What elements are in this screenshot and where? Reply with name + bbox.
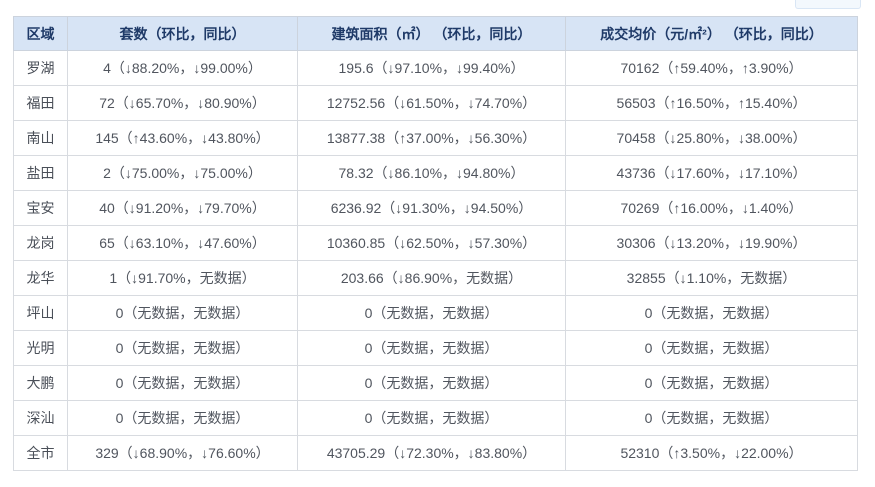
cell-region: 南山 [13,120,68,156]
table-row: 盐田 2（↓75.00%，↓75.00%） 78.32（↓86.10%，↓94.80… [13,155,858,191]
cell-area: 12752.56（↓61.50%，↓74.70%） [297,85,566,121]
cell-units: 40（↓91.20%，↓79.70%） [67,190,298,226]
cell-region: 宝安 [13,190,68,226]
cell-price: 0（无数据，无数据） [565,365,858,401]
cell-price: 56503（↑16.50%，↑15.40%） [565,85,858,121]
cell-region: 福田 [13,85,68,121]
cell-area: 203.66（↓86.90%，无数据） [297,260,566,296]
table-header: 区域 套数（环比，同比） 建筑面积（㎡） （环比，同比） 成交均价（元/㎡²） … [13,16,858,51]
cell-units: 4（↓88.20%，↓99.00%） [67,50,298,86]
cell-price: 0（无数据，无数据） [565,400,858,436]
cell-price: 43736（↓17.60%，↓17.10%） [565,155,858,191]
table-row: 坪山 0（无数据，无数据） 0（无数据，无数据） 0（无数据，无数据） [13,295,858,331]
cell-area: 0（无数据，无数据） [297,330,566,366]
cell-region: 坪山 [13,295,68,331]
table-row: 全市 329（↓68.90%，↓76.60%） 43705.29（↓72.30%，↓… [13,435,858,471]
table-row: 南山 145（↑43.60%，↓43.80%） 13877.38（↑37.00%，↓… [13,120,858,156]
cell-price: 52310（↑3.50%，↓22.00%） [565,435,858,471]
table-row: 深汕 0（无数据，无数据） 0（无数据，无数据） 0（无数据，无数据） [13,400,858,436]
column-header-area: 建筑面积（㎡） （环比，同比） [297,16,566,51]
cell-area: 13877.38（↑37.00%，↓56.30%） [297,120,566,156]
table-row: 宝安 40（↓91.20%，↓79.70%） 6236.92（↓91.30%，↓94… [13,190,858,226]
cell-area: 195.6（↓97.10%，↓99.40%） [297,50,566,86]
cell-units: 1（↓91.70%，无数据） [67,260,298,296]
cell-area: 10360.85（↓62.50%，↓57.30%） [297,225,566,261]
cell-units: 0（无数据，无数据） [67,365,298,401]
cell-area: 43705.29（↓72.30%，↓83.80%） [297,435,566,471]
cell-region: 深汕 [13,400,68,436]
cell-area: 78.32（↓86.10%，↓94.80%） [297,155,566,191]
cell-price: 70162（↑59.40%，↑3.90%） [565,50,858,86]
cell-region: 大鹏 [13,365,68,401]
clipped-ui-fragment [795,0,861,9]
header-row: 区域 套数（环比，同比） 建筑面积（㎡） （环比，同比） 成交均价（元/㎡²） … [13,16,858,51]
table-row: 龙岗 65（↓63.10%，↓47.60%） 10360.85（↓62.50%，↓5… [13,225,858,261]
column-header-units: 套数（环比，同比） [67,16,298,51]
cell-units: 65（↓63.10%，↓47.60%） [67,225,298,261]
cell-area: 0（无数据，无数据） [297,400,566,436]
cell-units: 0（无数据，无数据） [67,330,298,366]
cell-price: 70269（↑16.00%，↓1.40%） [565,190,858,226]
table-row: 福田 72（↓65.70%，↓80.90%） 12752.56（↓61.50%，↓7… [13,85,858,121]
cell-price: 32855（↓1.10%，无数据） [565,260,858,296]
table-row: 龙华 1（↓91.70%，无数据） 203.66（↓86.90%，无数据） 32855… [13,260,858,296]
cell-price: 0（无数据，无数据） [565,330,858,366]
cell-region: 龙华 [13,260,68,296]
cell-units: 72（↓65.70%，↓80.90%） [67,85,298,121]
cell-area: 0（无数据，无数据） [297,365,566,401]
cell-region: 盐田 [13,155,68,191]
table-row: 光明 0（无数据，无数据） 0（无数据，无数据） 0（无数据，无数据） [13,330,858,366]
cell-units: 145（↑43.60%，↓43.80%） [67,120,298,156]
cell-area: 6236.92（↓91.30%，↓94.50%） [297,190,566,226]
cell-region: 全市 [13,435,68,471]
cell-units: 329（↓68.90%，↓76.60%） [67,435,298,471]
table-row: 大鹏 0（无数据，无数据） 0（无数据，无数据） 0（无数据，无数据） [13,365,858,401]
column-header-region: 区域 [13,16,68,51]
column-header-price: 成交均价（元/㎡²） （环比，同比） [565,16,858,51]
cell-region: 罗湖 [13,50,68,86]
cell-units: 0（无数据，无数据） [67,295,298,331]
cell-price: 0（无数据，无数据） [565,295,858,331]
table-body: 罗湖 4（↓88.20%，↓99.00%） 195.6（↓97.10%，↓99.40… [13,50,858,471]
cell-price: 70458（↓25.80%，↓38.00%） [565,120,858,156]
cell-region: 龙岗 [13,225,68,261]
cell-units: 0（无数据，无数据） [67,400,298,436]
cell-price: 30306（↓13.20%，↓19.90%） [565,225,858,261]
cell-region: 光明 [13,330,68,366]
cell-area: 0（无数据，无数据） [297,295,566,331]
cell-units: 2（↓75.00%，↓75.00%） [67,155,298,191]
table-row: 罗湖 4（↓88.20%，↓99.00%） 195.6（↓97.10%，↓99.40… [13,50,858,86]
transactions-table: 区域 套数（环比，同比） 建筑面积（㎡） （环比，同比） 成交均价（元/㎡²） … [13,16,858,471]
